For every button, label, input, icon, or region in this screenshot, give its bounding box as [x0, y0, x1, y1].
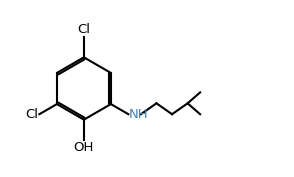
Text: Cl: Cl — [77, 23, 90, 36]
Text: NH: NH — [129, 108, 149, 121]
Text: OH: OH — [74, 141, 94, 154]
Text: Cl: Cl — [26, 108, 39, 121]
